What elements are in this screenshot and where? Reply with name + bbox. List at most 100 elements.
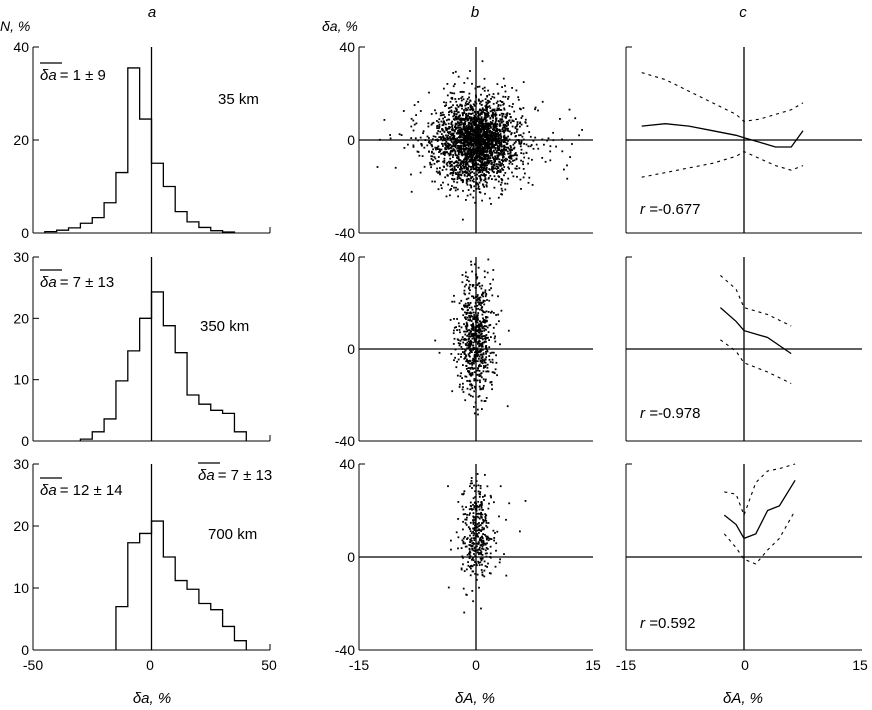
scatter-point (476, 295, 479, 298)
scatter-point (479, 176, 482, 179)
scatter-point (497, 167, 500, 170)
scatter-point (457, 151, 460, 154)
scatter-point (477, 98, 480, 101)
scatter-point (475, 126, 478, 129)
scatter-point (446, 94, 449, 97)
scatter-point (485, 104, 488, 106)
scatter-point (462, 537, 465, 540)
scatter-point (468, 153, 471, 155)
scatter-point (473, 145, 475, 148)
scatter-point (479, 175, 482, 177)
scatter-point (477, 133, 480, 135)
scatter-point (470, 186, 473, 189)
scatter-point (481, 138, 484, 140)
scatter-point (445, 119, 448, 122)
scatter-point (483, 86, 486, 89)
scatter-point (466, 316, 469, 319)
scatter-point (495, 314, 497, 316)
scatter-point (498, 515, 500, 518)
scatter-point (463, 118, 465, 121)
scatter-point (446, 174, 449, 177)
scatter-point (477, 350, 480, 353)
scatter-point (467, 143, 469, 146)
scatter-point (498, 561, 501, 564)
scatter-point (482, 370, 485, 373)
scatter-point (501, 101, 504, 103)
scatter-point (501, 115, 504, 118)
scatter-point (455, 141, 458, 143)
scatter-point (500, 140, 503, 142)
scatter-point (491, 131, 494, 133)
scatter-point (468, 314, 470, 317)
scatter-point (494, 136, 496, 139)
scatter-point (460, 163, 462, 166)
scatter-point (465, 166, 468, 169)
histogram-bar (175, 353, 187, 441)
scatter-point (445, 163, 448, 166)
scatter-point (520, 152, 523, 154)
scatter-point (482, 118, 485, 121)
scatter-point (483, 329, 486, 332)
scatter-point (487, 128, 490, 131)
scatter-point (444, 137, 447, 140)
scatter-point (479, 146, 482, 148)
scatter-point (465, 133, 468, 136)
scatter-point (464, 140, 467, 142)
scatter-point (483, 112, 486, 114)
scatter-point (481, 341, 484, 344)
scatter-point (480, 333, 482, 336)
scatter-point (471, 285, 474, 288)
scatter-point (492, 144, 495, 146)
scatter-point (525, 152, 528, 154)
scatter-point (510, 133, 513, 136)
scatter-point (474, 508, 477, 511)
scatter-point (508, 156, 510, 159)
scatter-point (478, 85, 481, 88)
scatter-point (458, 344, 461, 347)
scatter-point (508, 162, 511, 165)
scatter-point (477, 116, 480, 119)
scatter-point (472, 530, 474, 533)
scatter-point (472, 164, 474, 167)
stat-label-2: δa = 7 ± 13 (40, 274, 114, 291)
scatter-point (473, 133, 476, 136)
scatter-point (484, 552, 487, 555)
scatter-point (463, 109, 465, 111)
scatter-point (468, 304, 471, 306)
scatter-point (456, 161, 459, 164)
scatter-point (473, 180, 475, 183)
scatter-point (471, 364, 474, 366)
scatter-point (461, 130, 464, 133)
scatter-point (468, 333, 471, 336)
histogram-bar (187, 589, 199, 650)
scatter-point (486, 126, 489, 128)
scatter-point (470, 158, 473, 161)
scatter-point (501, 118, 504, 121)
scatter-point (480, 559, 483, 562)
scatter-point (447, 122, 450, 125)
scatter-point (561, 138, 563, 141)
scatter-point (484, 161, 486, 164)
scatter-point (527, 181, 530, 184)
scatter-point (419, 136, 422, 139)
scatter-point (472, 341, 475, 344)
scatter-point (423, 146, 426, 149)
scatter-point (478, 546, 481, 549)
scatter-point (423, 165, 426, 168)
scatter-point (470, 140, 472, 143)
scatter-point (520, 117, 523, 119)
x-tick-b-0: -15 (349, 657, 369, 673)
scatter-point (481, 522, 484, 525)
scatter-point (491, 139, 493, 141)
scatter-point (471, 558, 474, 561)
scatter-point (454, 107, 457, 110)
scatter-point (483, 116, 486, 119)
scatter-point (450, 164, 452, 167)
scatter-point (476, 294, 479, 296)
scatter-point (488, 339, 490, 341)
scatter-point (474, 121, 476, 124)
scatter-point (427, 125, 430, 128)
scatter-point (444, 176, 447, 179)
scatter-point (481, 125, 483, 128)
scatter-point (459, 177, 462, 180)
